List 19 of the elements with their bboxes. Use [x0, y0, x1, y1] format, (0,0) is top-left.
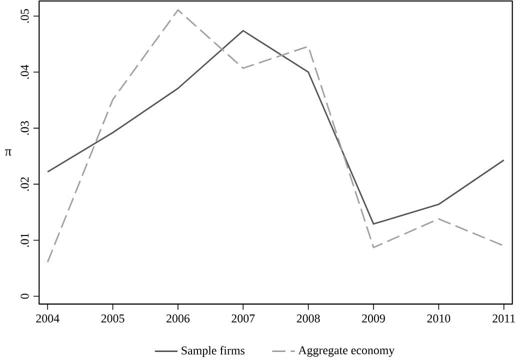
y-tick-label: .01	[20, 234, 29, 248]
y-tick-label: .02	[20, 178, 29, 192]
legend-label: Aggregate economy	[298, 346, 395, 357]
y-axis-title: π	[5, 150, 12, 156]
line-series	[46, 30, 505, 225]
y-tick-label: .05	[20, 9, 29, 23]
y-tick-label: 0	[20, 294, 29, 299]
x-tick-label: 2010	[427, 314, 450, 323]
y-tick-label: .04	[20, 65, 29, 79]
x-tick-label: 2007	[232, 314, 255, 323]
x-tick-label: 2009	[362, 314, 385, 323]
y-tick-label: .03	[20, 121, 29, 135]
x-tick-label: 2008	[296, 314, 320, 323]
x-tick-label: 2011	[492, 314, 515, 323]
line-series	[46, 9, 505, 263]
x-tick-label: 2006	[166, 314, 190, 323]
x-tick-label: 2005	[101, 314, 124, 323]
x-tick-label: 2004	[36, 314, 60, 323]
legend-label: Sample firms	[182, 346, 244, 358]
